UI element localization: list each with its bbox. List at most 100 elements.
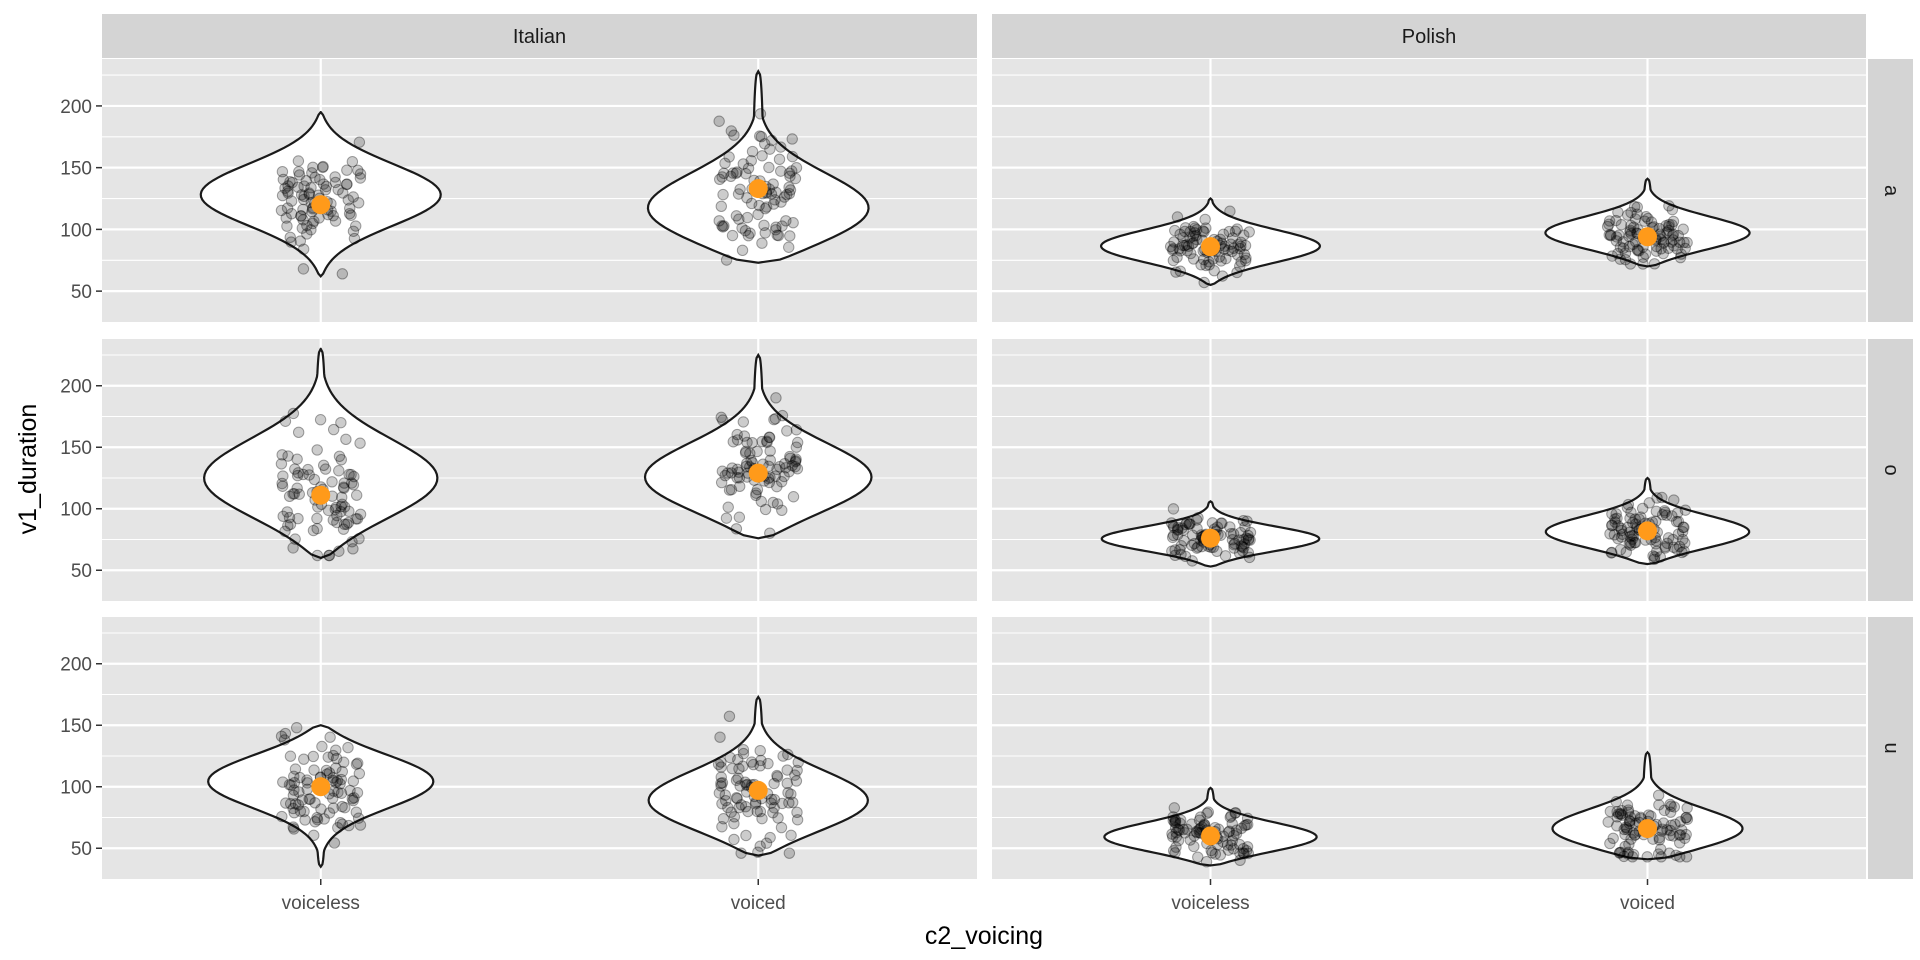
data-point <box>1243 226 1255 238</box>
data-point <box>288 488 301 500</box>
data-point <box>720 795 732 807</box>
data-point <box>1629 213 1642 225</box>
data-point <box>1622 806 1635 818</box>
data-point <box>1668 494 1680 506</box>
data-point <box>1242 529 1254 542</box>
mean-point <box>1638 521 1657 541</box>
data-point <box>1235 236 1247 249</box>
data-point <box>764 454 776 466</box>
data-point <box>1674 829 1687 841</box>
data-point <box>744 227 756 239</box>
data-point <box>1651 492 1663 504</box>
data-point <box>1653 799 1665 811</box>
data-point <box>733 480 746 493</box>
data-point <box>1648 553 1660 566</box>
data-point <box>351 513 364 525</box>
data-point <box>338 477 350 489</box>
data-point <box>1239 254 1252 267</box>
data-point <box>1220 252 1232 265</box>
row-label-u: u <box>1880 742 1902 753</box>
data-point <box>784 452 796 464</box>
data-point <box>276 477 288 490</box>
data-point <box>279 727 292 740</box>
data-point <box>769 194 781 206</box>
data-point <box>751 805 763 818</box>
data-point <box>276 480 289 492</box>
data-point <box>779 462 792 474</box>
data-point <box>1656 823 1668 835</box>
data-point <box>715 476 728 489</box>
data-point <box>1237 847 1249 859</box>
data-point <box>326 476 338 488</box>
data-point <box>1623 230 1635 243</box>
data-point <box>1179 827 1191 839</box>
data-point <box>1191 233 1203 246</box>
data-point <box>289 463 301 475</box>
data-point <box>739 800 752 813</box>
data-point <box>733 466 745 478</box>
data-point <box>353 532 365 545</box>
data-point <box>1662 224 1675 237</box>
data-point <box>1680 851 1693 863</box>
data-point <box>1671 243 1683 255</box>
data-point <box>755 130 768 143</box>
data-point <box>1175 548 1187 561</box>
data-point <box>290 722 303 734</box>
data-point <box>1663 218 1675 231</box>
data-point <box>1183 518 1195 530</box>
data-point <box>739 447 752 459</box>
data-point <box>1179 222 1192 234</box>
data-point <box>324 731 336 743</box>
data-point <box>717 813 730 825</box>
data-point <box>1612 808 1625 820</box>
panel-italian-u <box>102 617 977 879</box>
data-point <box>1176 522 1188 534</box>
data-point <box>768 413 780 426</box>
data-point <box>1658 237 1670 249</box>
data-point <box>1608 529 1621 541</box>
mean-point <box>311 777 331 797</box>
data-point <box>1227 843 1240 855</box>
data-point <box>784 230 796 242</box>
data-point <box>1167 520 1179 532</box>
data-point <box>1650 505 1663 518</box>
data-point <box>1167 529 1180 542</box>
data-point <box>329 176 342 189</box>
data-point <box>1168 802 1181 814</box>
data-point <box>1206 847 1218 859</box>
data-point <box>1167 845 1180 857</box>
data-point <box>321 768 333 780</box>
facet-strip-italian <box>102 14 977 58</box>
data-point <box>761 436 773 449</box>
data-point <box>1667 234 1679 246</box>
data-point <box>1617 242 1630 255</box>
data-point <box>1661 226 1673 238</box>
data-point <box>303 187 315 199</box>
data-point <box>275 204 288 217</box>
y-tick-label: 200 <box>60 97 92 118</box>
data-point <box>1176 239 1189 251</box>
data-point <box>1672 515 1685 528</box>
data-point <box>282 450 294 462</box>
data-point <box>1622 848 1634 860</box>
data-point <box>1228 829 1240 842</box>
data-point <box>735 799 748 811</box>
data-point <box>327 423 340 436</box>
data-point <box>338 482 350 494</box>
data-point <box>288 784 300 796</box>
data-point <box>718 220 730 232</box>
data-point <box>295 210 307 222</box>
data-point <box>1225 527 1237 540</box>
data-point <box>292 181 304 193</box>
data-point <box>1167 503 1180 515</box>
data-point <box>1681 236 1693 249</box>
data-point <box>745 454 757 467</box>
data-point <box>1676 546 1688 559</box>
data-point <box>322 504 335 517</box>
x-tick-label: voiced <box>731 893 786 914</box>
data-point <box>1224 521 1236 533</box>
data-point <box>1626 851 1639 863</box>
data-point <box>789 172 802 185</box>
data-point <box>1217 228 1230 241</box>
data-point <box>722 501 734 513</box>
